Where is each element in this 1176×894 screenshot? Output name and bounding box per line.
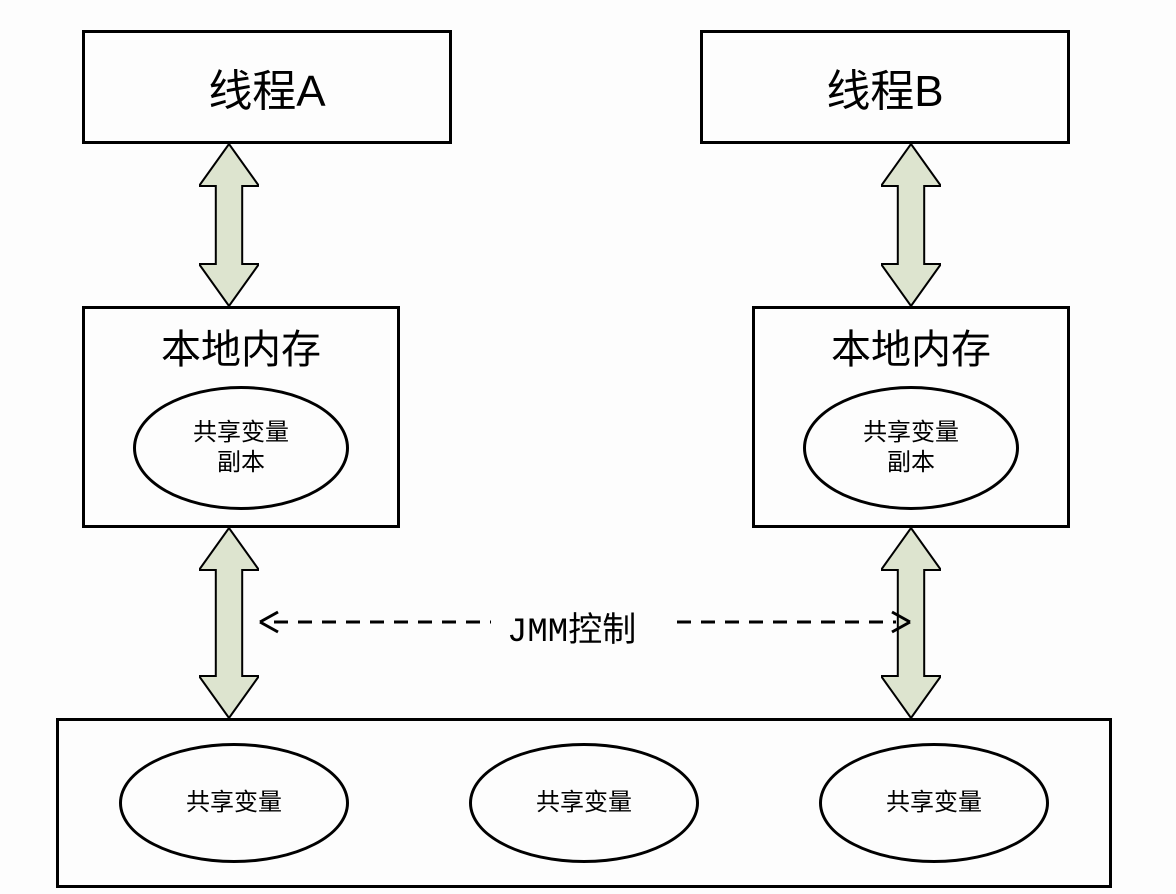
shared-var-ellipse: 共享变量 [469,743,699,863]
shared-var-ellipse: 共享变量 [119,743,349,863]
shared-var-label: 共享变量 [536,788,632,818]
double-arrow-icon [881,528,941,718]
copy-b-line1: 共享变量 [863,418,959,448]
double-arrow-icon [199,144,259,306]
copy-a-line1: 共享变量 [193,418,289,448]
copy-a-line2: 副本 [217,448,265,478]
thread-b-box: 线程B [700,30,1070,144]
shared-var-label: 共享变量 [886,788,982,818]
thread-b-label: 线程B [826,55,943,119]
jmm-diagram: 线程A 线程B 本地内存 共享变量 副本 本地内存 共享变量 副本 共享变量 共… [0,0,1176,894]
shared-var-label: 共享变量 [186,788,282,818]
shared-var-copy-b-ellipse: 共享变量 副本 [803,386,1019,510]
thread-a-box: 线程A [82,30,452,144]
shared-var-ellipse: 共享变量 [819,743,1049,863]
local-memory-b-title: 本地内存 [831,317,991,375]
double-arrow-icon [199,528,259,718]
shared-memory-box: 共享变量 共享变量 共享变量 [56,718,1112,888]
copy-b-line2: 副本 [887,448,935,478]
local-memory-a-title: 本地内存 [161,317,321,375]
shared-var-copy-a-ellipse: 共享变量 副本 [133,386,349,510]
double-arrow-icon [881,144,941,306]
jmm-control-label: JMM控制 [507,602,636,652]
thread-a-label: 线程A [208,55,325,119]
